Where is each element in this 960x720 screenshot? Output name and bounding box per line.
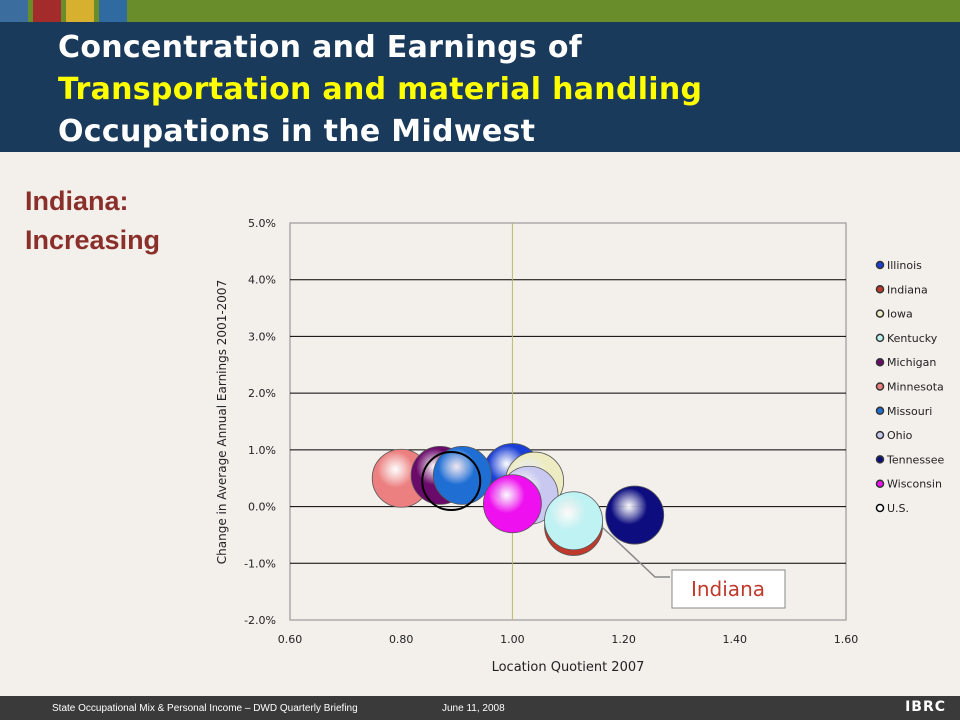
y-tick-label: -1.0% <box>244 557 276 570</box>
annotation-label: Indiana <box>691 577 765 601</box>
y-tick-label: 0.0% <box>248 501 276 514</box>
top-accent-bar <box>0 0 960 22</box>
legend-label-michigan: Michigan <box>887 356 936 369</box>
y-tick-labels: -2.0% -1.0% 0.0% 1.0% 2.0% 3.0% 4.0% 5.0% <box>244 217 276 627</box>
legend-label-indiana: Indiana <box>887 283 928 296</box>
legend-marker-indiana <box>875 285 885 294</box>
footer-briefing-text: State Occupational Mix & Personal Income… <box>52 703 358 714</box>
bubble-chart: -2.0%-1.0%0.0%1.0%2.0%3.0%4.0%5.0% 0.60 0… <box>215 217 945 675</box>
plot-area <box>289 222 847 621</box>
legend-label-tennessee: Tennessee <box>886 453 945 466</box>
y-tick-label: 5.0% <box>248 217 276 230</box>
x-axis-title: Location Quotient 2007 <box>492 660 645 675</box>
slide-header: Concentration and Earnings of Transporta… <box>0 22 960 152</box>
legend-marker-michigan <box>875 357 885 367</box>
legend-marker-kentucky <box>875 333 885 343</box>
legend-label-u-s: U.S. <box>887 502 909 515</box>
accent-square-blue <box>0 0 28 22</box>
title-line-3: Occupations in the Midwest <box>58 114 536 149</box>
ibrc-logo: IBRC <box>905 699 946 715</box>
legend-label-missouri: Missouri <box>887 405 932 418</box>
legend-marker-ohio <box>875 430 885 440</box>
legend-label-minnesota: Minnesota <box>887 381 944 394</box>
y-tick-label: 4.0% <box>248 274 276 287</box>
legend-marker-tennessee <box>875 455 885 464</box>
x-tick-label: 0.80 <box>389 633 414 646</box>
y-axis-title: Change in Average Annual Earnings 2001-2… <box>215 280 229 564</box>
legend-marker-iowa <box>875 309 885 318</box>
footer-date: June 11, 2008 <box>442 703 505 714</box>
bubble-tennessee <box>605 485 665 545</box>
legend-marker-wisconsin <box>875 479 885 488</box>
title-line-2: Transportation and material handling <box>58 72 703 107</box>
legend-marker-u-s <box>875 503 885 513</box>
x-tick-label: 1.00 <box>500 633 525 646</box>
legend: Illinois Indiana Iowa Kentucky Michigan Minne… <box>875 259 945 515</box>
accent-square-steel <box>99 0 127 22</box>
x-tick-label: 1.40 <box>723 633 748 646</box>
accent-square-gold <box>66 0 94 22</box>
subtitle-line-1: Indiana: <box>25 186 129 216</box>
annotation-leader-line <box>601 526 670 578</box>
y-tick-label: 2.0% <box>248 387 276 400</box>
bubble-wisconsin <box>482 474 542 534</box>
bubbles <box>371 443 665 556</box>
legend-marker-illinois <box>875 260 885 270</box>
bubble-u-s <box>421 451 482 512</box>
annotation-box <box>671 569 786 609</box>
subtitle-line-2: Increasing <box>25 225 161 255</box>
legend-label-kentucky: Kentucky <box>887 332 938 345</box>
gridlines <box>290 223 846 620</box>
y-tick-label: 3.0% <box>248 330 276 343</box>
bubble-kentucky <box>544 491 603 551</box>
y-tick-label: -2.0% <box>244 614 276 627</box>
footer-bar: State Occupational Mix & Personal Income… <box>0 696 960 720</box>
legend-marker-missouri <box>875 406 885 416</box>
legend-marker-minnesota <box>875 382 885 391</box>
x-tick-label: 1.60 <box>834 633 859 646</box>
x-tick-label: 1.20 <box>611 633 636 646</box>
legend-label-ohio: Ohio <box>887 429 913 442</box>
x-tick-label: 0.60 <box>278 633 303 646</box>
x-tick-labels: 0.60 0.80 1.00 1.20 1.40 1.60 <box>278 633 859 646</box>
legend-label-wisconsin: Wisconsin <box>887 478 942 491</box>
y-tick-label: 1.0% <box>248 444 276 457</box>
legend-label-illinois: Illinois <box>887 259 922 272</box>
legend-label-iowa: Iowa <box>887 308 913 321</box>
accent-square-red <box>33 0 61 22</box>
bubble-missouri <box>432 445 492 505</box>
title-line-1: Concentration and Earnings of <box>58 30 583 65</box>
